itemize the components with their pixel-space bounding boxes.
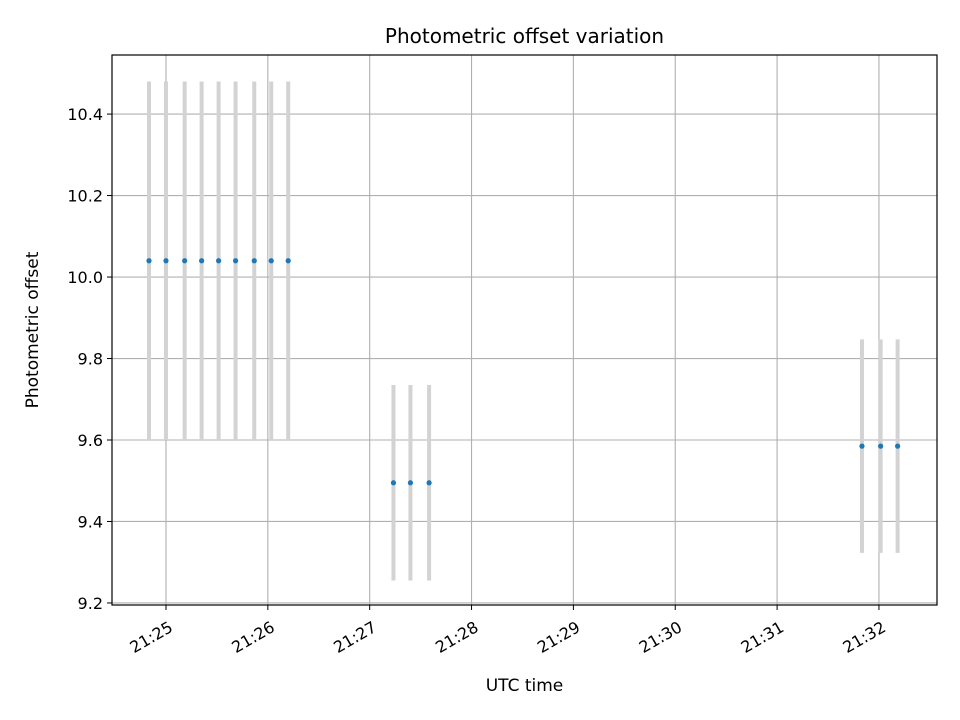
data-point (146, 258, 152, 264)
plot-frame (111, 54, 938, 606)
data-point (163, 258, 169, 264)
data-point (859, 443, 865, 449)
chart-title: Photometric offset variation (385, 24, 664, 48)
data-point (251, 258, 257, 264)
data-point (390, 480, 397, 486)
data-point (407, 480, 414, 486)
y-tick-label: 9.2 (78, 594, 103, 613)
data-point (268, 258, 274, 264)
x-axis-label: UTC time (486, 676, 564, 696)
y-axis-ticks: 9.2 9.4 9.6 9.8 10.0 10.2 10.4 (67, 105, 112, 613)
data-points (146, 258, 901, 486)
grid (112, 55, 937, 605)
data-point (199, 258, 205, 264)
y-tick-label: 9.8 (78, 350, 103, 369)
y-tick-label: 10.4 (67, 105, 103, 124)
data-point (426, 480, 432, 486)
data-point (285, 258, 291, 264)
data-point (232, 258, 239, 264)
data-point (182, 258, 188, 264)
data-point (216, 258, 222, 264)
y-tick-label: 9.4 (78, 512, 103, 531)
y-tick-label: 9.6 (78, 431, 103, 450)
y-tick-label: 10.2 (67, 187, 103, 206)
y-tick-label: 10.0 (67, 268, 103, 287)
y-axis-label: Photometric offset (23, 251, 43, 408)
data-point (895, 443, 901, 449)
data-point (878, 443, 884, 449)
